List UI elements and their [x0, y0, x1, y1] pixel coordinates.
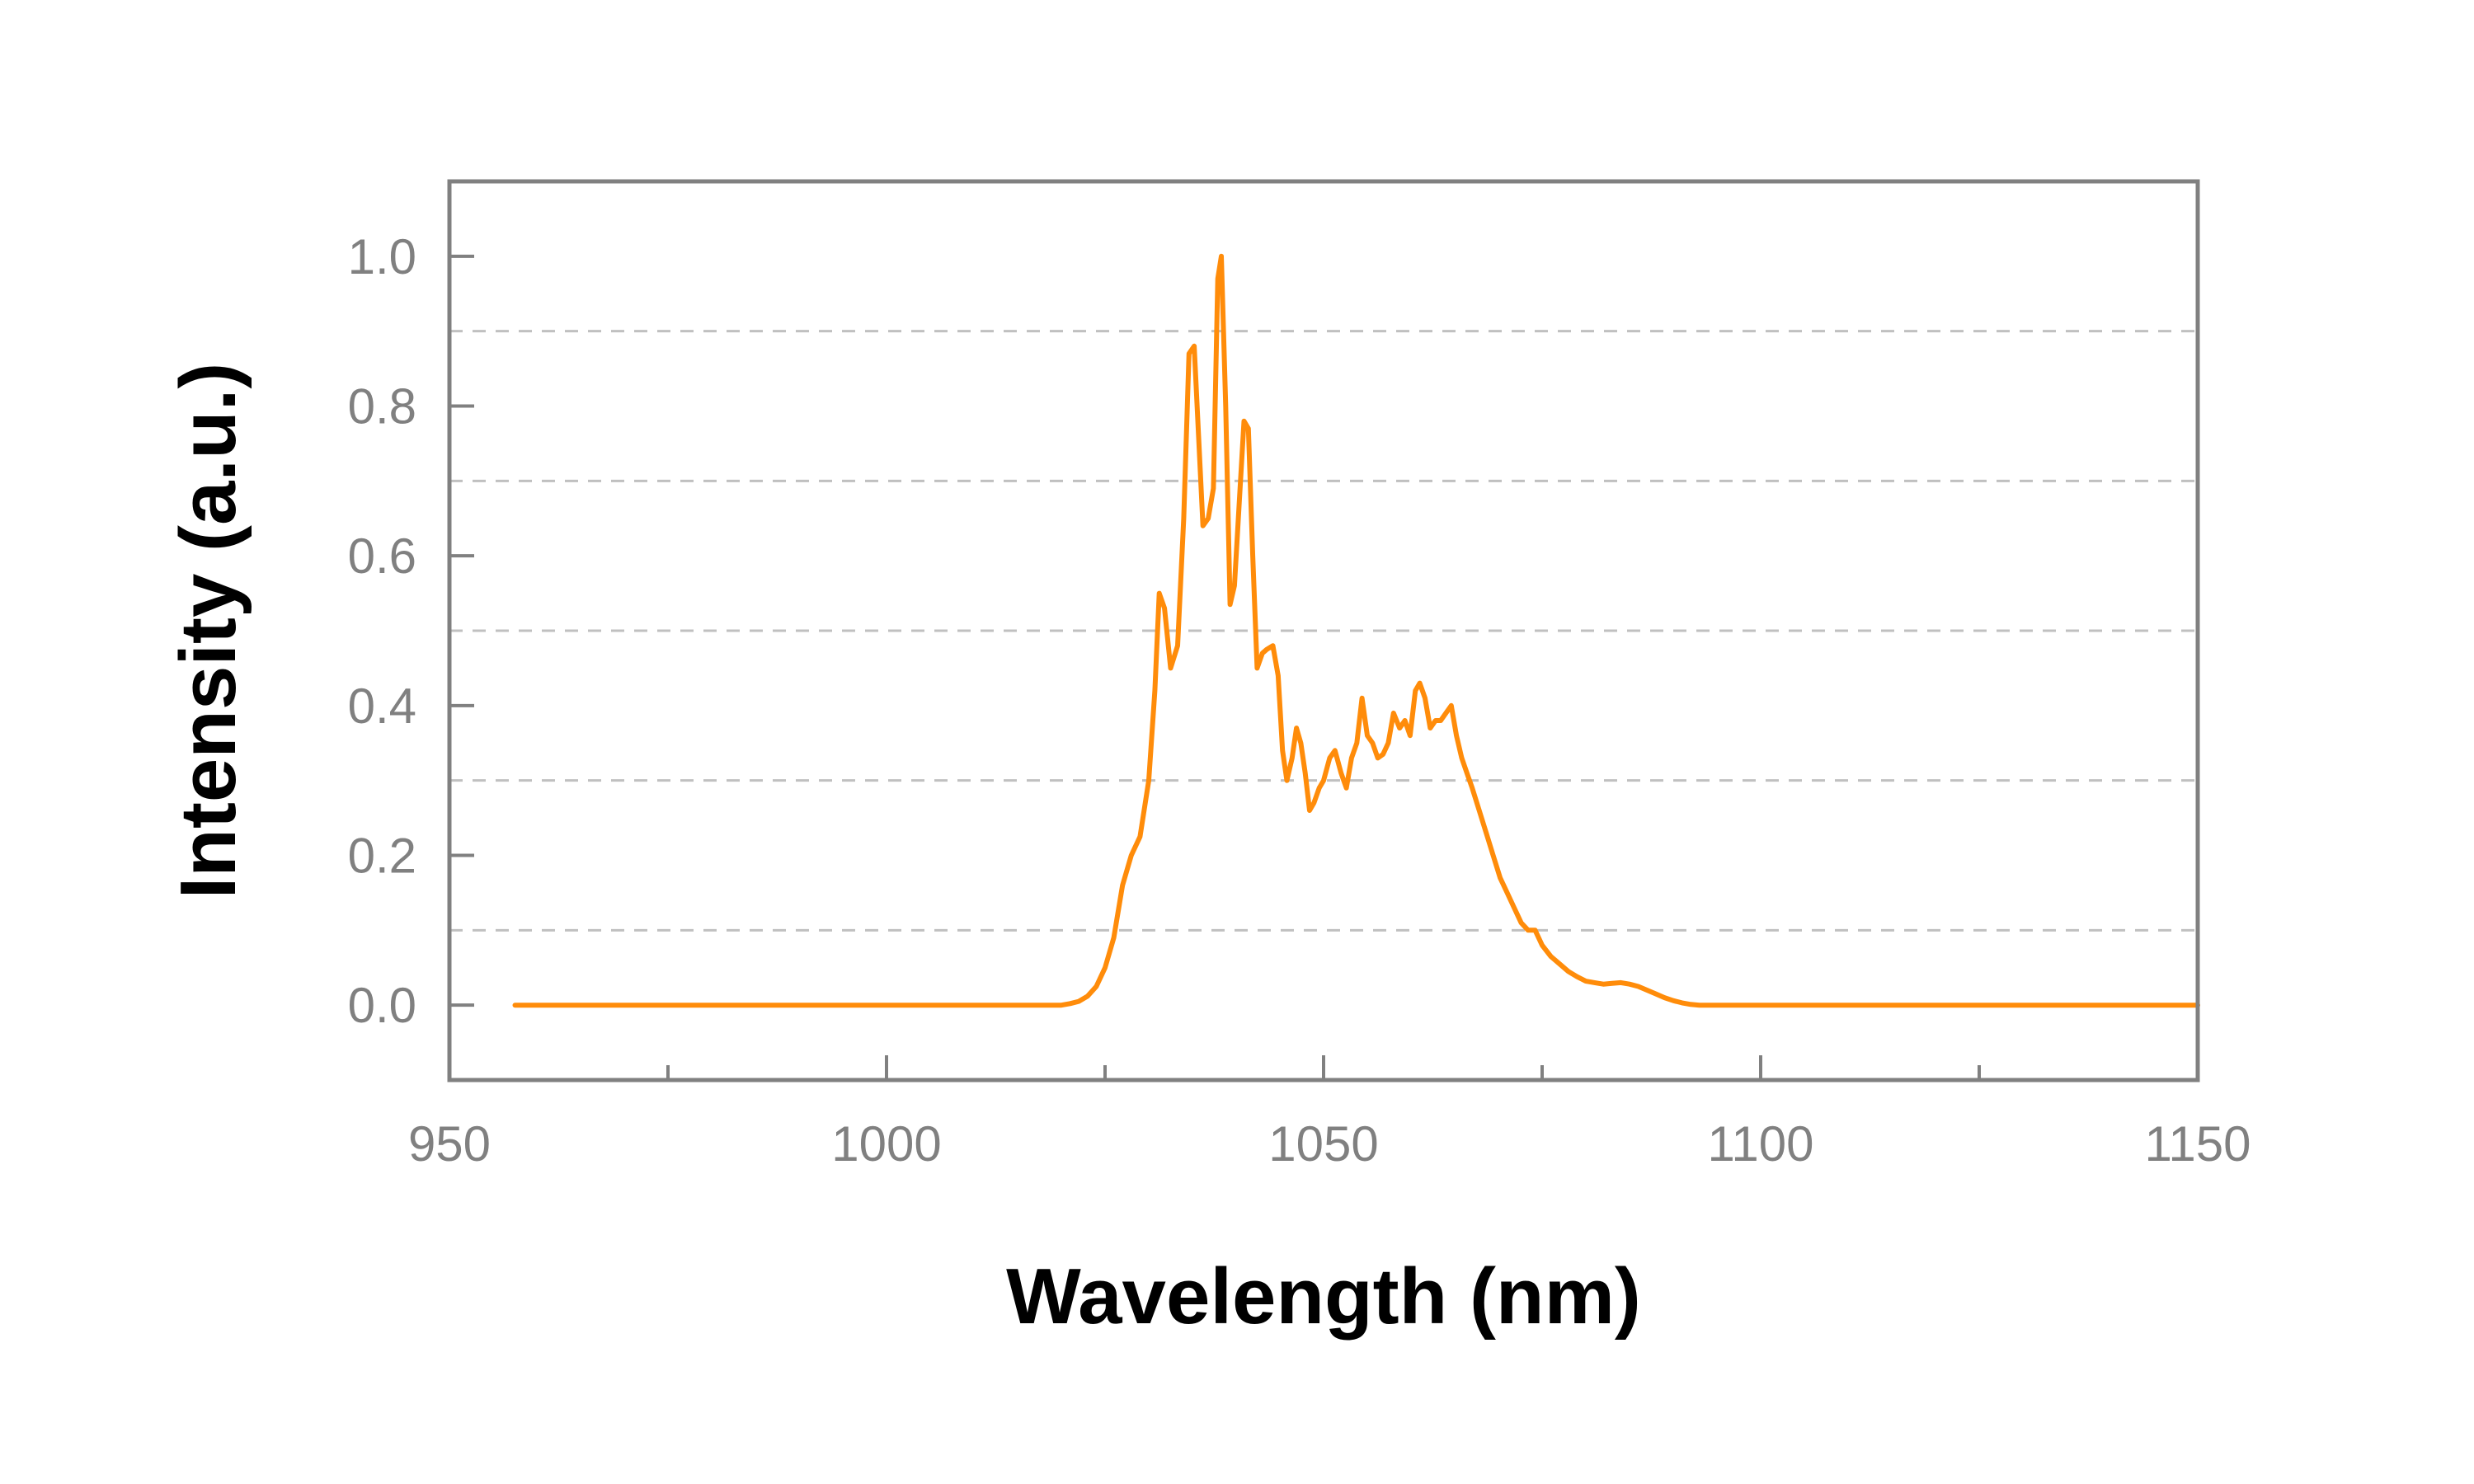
- series-layer: [512, 253, 2200, 1008]
- x-axis-title: Wavelength (nm): [1006, 1252, 1641, 1341]
- y-tick-label: 0.2: [348, 829, 416, 884]
- y-tick-label: 0.4: [348, 679, 416, 734]
- y-tick-label: 0.8: [348, 379, 416, 434]
- axis-ticks: [448, 254, 2199, 1080]
- x-tick-label: 1050: [1268, 1116, 1378, 1172]
- x-tick-label: 950: [408, 1116, 491, 1172]
- x-tick-label: 1000: [831, 1116, 941, 1172]
- series-line: [512, 253, 2200, 1008]
- y-tick-label: 0.0: [348, 978, 416, 1033]
- gridlines: [449, 330, 2198, 932]
- x-tick-label: 1100: [1707, 1116, 1813, 1172]
- y-tick-label: 1.0: [348, 229, 416, 284]
- y-axis-title: Intensity (a.u.): [164, 363, 252, 899]
- tick-labels: 0.0 0.2 0.4 0.6 0.8 1.0 950 1000 1050 1100 1150: [348, 229, 2251, 1172]
- y-tick-label: 0.6: [348, 528, 416, 584]
- x-tick-label: 1150: [2144, 1116, 2251, 1172]
